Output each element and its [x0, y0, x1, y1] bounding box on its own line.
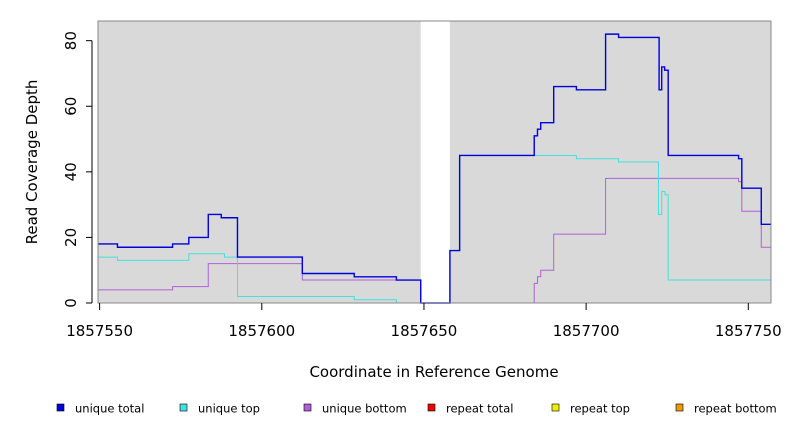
y-axis: 0 20 40 60 80 — [62, 31, 93, 308]
legend-swatch — [551, 403, 560, 412]
x-tick-label: 1857650 — [391, 322, 458, 340]
x-tick-label: 1857700 — [553, 322, 620, 340]
legend-label: repeat bottom — [694, 402, 777, 416]
series-line-unique-total — [98, 33, 771, 304]
x-axis: 1857550 1857600 1857650 1857700 1857750 — [66, 303, 782, 340]
y-tick-label: 80 — [62, 31, 80, 50]
legend-swatch — [675, 403, 684, 412]
legend-swatch — [303, 403, 312, 412]
legend-swatch — [56, 403, 65, 412]
legend-item-repeat-bottom: repeat bottom — [675, 402, 777, 416]
legend-label: unique bottom — [322, 402, 407, 416]
x-tick-label: 1857550 — [66, 322, 133, 340]
legend-item-unique-top: unique top — [179, 402, 260, 416]
legend-item-repeat-top: repeat top — [551, 402, 630, 416]
legend-swatch — [179, 403, 188, 412]
x-tick-label: 1857600 — [228, 322, 295, 340]
legend-item-repeat-total: repeat total — [427, 402, 513, 416]
legend-item-unique-total: unique total — [56, 402, 144, 416]
x-axis-title: Coordinate in Reference Genome — [309, 363, 558, 381]
legend-swatch — [427, 403, 436, 412]
x-tick-label: 1857750 — [715, 322, 782, 340]
legend: unique total unique top unique bottom repea… — [56, 402, 777, 416]
y-tick-label: 0 — [62, 298, 80, 308]
legend-label: unique top — [198, 402, 260, 416]
legend-item-unique-bottom: unique bottom — [303, 402, 407, 416]
y-axis-title: Read Coverage Depth — [23, 80, 41, 245]
gap-region — [420, 21, 450, 303]
y-tick-label: 20 — [62, 228, 80, 247]
legend-label: repeat total — [446, 402, 513, 416]
legend-label: unique total — [75, 402, 144, 416]
y-tick-label: 40 — [62, 162, 80, 181]
y-tick-label: 60 — [62, 97, 80, 116]
plot-border — [97, 20, 772, 304]
legend-label: repeat top — [570, 402, 630, 416]
